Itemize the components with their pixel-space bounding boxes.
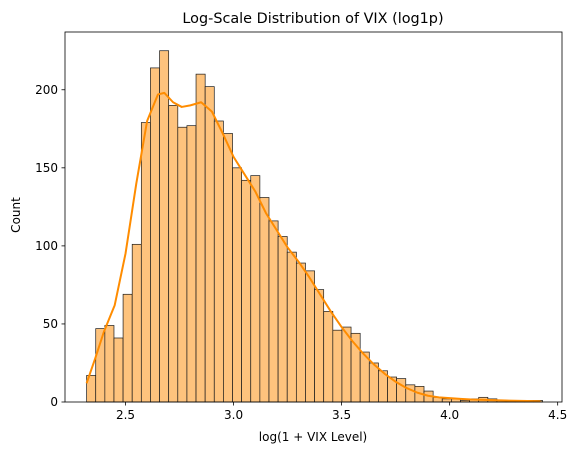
histogram-bar (314, 289, 325, 403)
histogram-bar (223, 133, 233, 403)
histogram-bar (213, 120, 224, 403)
histogram-bar (195, 73, 206, 403)
histogram-bar (250, 175, 261, 403)
y-tick-label: 100 (35, 239, 58, 253)
histogram-bar (241, 179, 252, 403)
histogram-bar (286, 251, 297, 403)
x-axis-label: log(1 + VIX Level) (259, 430, 367, 444)
histogram-bar (131, 243, 142, 403)
histogram-bar (305, 270, 315, 403)
histogram-bar (323, 311, 334, 403)
histogram-bar (259, 197, 270, 403)
histogram-bar (368, 362, 379, 403)
x-tick-label: 2.5 (116, 408, 135, 422)
kde-curve (85, 91, 541, 403)
histogram-bar (168, 105, 179, 403)
y-tick-label: 0 (50, 395, 58, 409)
histogram-bar (177, 126, 188, 403)
histogram-bar (140, 122, 151, 403)
histogram-bar (332, 329, 343, 403)
histogram-bar (204, 86, 215, 403)
histogram-bar (104, 325, 115, 403)
x-tick-label: 3.0 (224, 408, 243, 422)
plot-frame (64, 31, 563, 403)
histogram-bar (232, 167, 242, 403)
y-tick-label: 150 (35, 161, 58, 175)
histogram-bar (113, 337, 124, 403)
y-tick-label: 200 (35, 83, 58, 97)
x-tick-label: 4.0 (440, 408, 459, 422)
x-axis-ticks: 2.5 3.0 3.5 4.0 4.5 (116, 402, 567, 422)
x-tick-label: 3.5 (332, 408, 351, 422)
histogram-bar (122, 293, 133, 403)
y-tick-label: 50 (43, 317, 58, 331)
x-tick-label: 4.5 (548, 408, 567, 422)
histogram-bar (277, 236, 288, 403)
histogram-bar (441, 398, 452, 403)
y-axis-label: Count (9, 197, 23, 233)
histogram-bar (268, 220, 279, 403)
chart-title: Log-Scale Distribution of VIX (log1p) (182, 11, 443, 27)
histogram-bar (186, 125, 197, 403)
y-axis-ticks: 0 50 100 150 200 (35, 83, 65, 409)
histogram-bar (150, 67, 160, 403)
histogram-bar (159, 50, 170, 403)
histogram-bar (295, 262, 306, 403)
